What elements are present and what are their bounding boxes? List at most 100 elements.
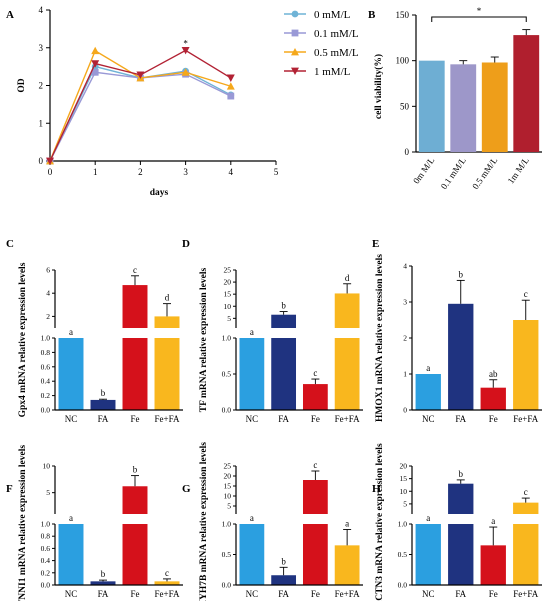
data-point-s3-0 — [46, 157, 54, 165]
x-tick-label-d: NC — [246, 414, 259, 424]
bar-e-0 — [415, 374, 441, 410]
y-tick-label-e: 0 — [403, 406, 407, 415]
legend-label-3: 1 mM/L — [314, 66, 351, 78]
x-tick-label-d: FA — [278, 414, 289, 424]
sig-letter-g: a — [345, 518, 349, 528]
panel-letter-c: C — [6, 238, 14, 250]
y-tick-label-h: 0.5 — [398, 550, 408, 559]
y-tick-label-g: 5 — [227, 502, 231, 511]
y-tick-label-h: 0.0 — [398, 581, 408, 590]
y-tick-label-f: 0.2 — [41, 568, 51, 577]
y-tick-label-c: 1.0 — [41, 334, 51, 343]
x-tick-label-e: Fe+FA — [513, 414, 538, 424]
x-tick-label-g: FA — [278, 589, 289, 599]
bar-f-3 — [154, 581, 180, 585]
y-tick-label-d: 25 — [224, 266, 232, 275]
y-tick-label-e: 3 — [403, 298, 407, 307]
y-tick-label-e: 2 — [403, 334, 407, 343]
y-tick-label-f: 0.6 — [41, 544, 51, 553]
legend-marker-1 — [291, 29, 299, 37]
bar-c-0 — [58, 338, 84, 410]
sig-letter-h: b — [459, 469, 464, 479]
legend-marker-3 — [291, 67, 299, 75]
y-axis-title-g: MYH7B mRNA relative expression levels — [199, 442, 209, 601]
y-tick-label-b: 50 — [400, 101, 410, 111]
sig-letter-g: c — [313, 460, 317, 470]
y-tick-label-g: 10 — [224, 492, 232, 501]
y-tick-label-f: 0.0 — [41, 581, 51, 590]
y-tick-label-a: 4 — [39, 5, 44, 15]
y-tick-label-g: 0.0 — [222, 581, 232, 590]
y-tick-label-c: 0.8 — [41, 348, 51, 357]
bar-b-3 — [513, 35, 540, 152]
x-tick-label-c: FA — [98, 414, 109, 424]
bar-g-0 — [239, 524, 265, 585]
data-point-s2-4 — [226, 82, 235, 90]
x-tick-label-a: 4 — [229, 167, 234, 177]
bar-d-1 — [271, 338, 297, 410]
bar-g-1 — [271, 575, 297, 585]
bar-b-1 — [450, 64, 477, 152]
bar-d-1-upper — [271, 314, 297, 328]
y-tick-label-h: 20 — [400, 462, 408, 471]
significance-star-a: * — [183, 38, 188, 48]
y-tick-label-c: 0.4 — [41, 377, 51, 386]
panel-letter-b: B — [368, 9, 376, 21]
panel-letter-g: G — [182, 483, 191, 495]
y-tick-label-d: 20 — [224, 278, 232, 287]
bar-d-2 — [302, 384, 328, 410]
sig-letter-d: c — [313, 368, 317, 378]
x-tick-label-e: NC — [422, 414, 435, 424]
data-point-s1-4 — [227, 92, 235, 100]
y-tick-label-f: 0.8 — [41, 532, 51, 541]
y-tick-label-g: 15 — [224, 482, 232, 491]
sig-letter-d: b — [281, 301, 286, 311]
y-tick-label-h: 1.0 — [398, 520, 408, 529]
bar-g-2 — [302, 524, 328, 585]
sig-letter-f: b — [101, 569, 106, 579]
y-tick-label-f: 10 — [43, 462, 51, 471]
y-tick-label-e: 4 — [403, 262, 407, 271]
x-tick-label-b: 1m M/L — [506, 155, 531, 185]
y-axis-title-a: OD — [17, 78, 27, 92]
bar-e-1 — [448, 303, 474, 410]
y-tick-label-c: 2 — [46, 312, 50, 321]
y-tick-label-d: 15 — [224, 290, 232, 299]
y-tick-label-d: 0.5 — [222, 370, 232, 379]
bar-c-3 — [154, 338, 180, 410]
data-point-s3-1 — [91, 60, 100, 68]
y-axis-title-d: TF mRNA relative expression levels — [199, 267, 209, 412]
sig-letter-h: a — [426, 513, 430, 523]
y-tick-label-d: 5 — [227, 314, 231, 323]
sig-letter-h: c — [524, 487, 528, 497]
x-tick-label-d: Fe — [311, 414, 320, 424]
sig-letter-d: d — [345, 273, 350, 283]
data-point-s2-3 — [181, 68, 190, 76]
x-tick-label-f: Fe — [131, 589, 140, 599]
x-tick-label-a: 5 — [274, 167, 279, 177]
sig-letter-e: a — [426, 363, 430, 373]
x-tick-label-f: Fe+FA — [155, 589, 180, 599]
x-tick-label-e: FA — [455, 414, 466, 424]
y-tick-label-g: 20 — [224, 472, 232, 481]
bar-h-1-upper — [448, 483, 474, 514]
sig-letter-e: b — [459, 269, 464, 279]
bar-h-1 — [448, 524, 474, 585]
bar-f-2-upper — [122, 486, 148, 514]
sig-letter-c: c — [133, 265, 137, 275]
sig-letter-f: b — [133, 465, 138, 475]
panel-letter-h: H — [372, 483, 381, 495]
sig-letter-e: ab — [489, 369, 498, 379]
y-axis-title-b: cell viability(%) — [373, 54, 384, 119]
x-tick-label-a: 0 — [48, 167, 53, 177]
y-axis-title-f: TNNI1 mRNA relative expression levels — [18, 445, 28, 601]
bar-c-1 — [90, 399, 116, 410]
y-tick-label-e: 1 — [403, 370, 407, 379]
panel-letter-d: D — [182, 238, 190, 250]
x-tick-label-h: Fe+FA — [513, 589, 538, 599]
y-tick-label-b: 100 — [396, 56, 410, 66]
bar-e-3 — [513, 320, 539, 410]
y-tick-label-c: 6 — [46, 266, 50, 275]
bar-d-0 — [239, 338, 265, 410]
